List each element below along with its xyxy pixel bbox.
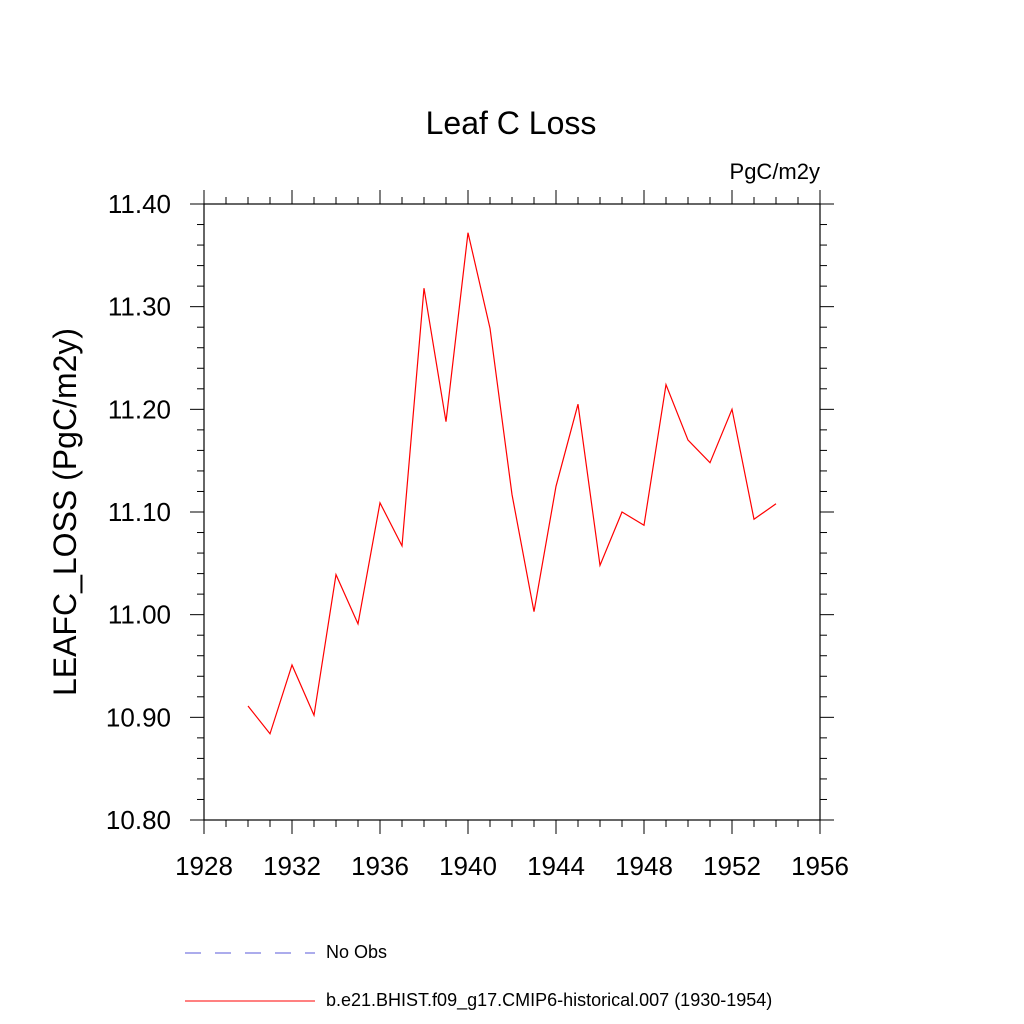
chart-title: Leaf C Loss — [426, 105, 597, 141]
y-tick-label: 11.40 — [108, 189, 171, 219]
y-tick-label: 10.90 — [106, 702, 171, 732]
y-tick-label: 10.80 — [106, 805, 171, 835]
x-tick-label: 1932 — [263, 851, 321, 881]
plot-frame — [203, 203, 821, 821]
x-tick-label: 1944 — [527, 851, 585, 881]
series-line — [247, 232, 777, 736]
units-label: PgC/m2y — [730, 159, 820, 184]
y-tick-label: 11.30 — [108, 292, 171, 322]
y-tick-label: 11.10 — [108, 497, 171, 527]
y-tick-label: 11.00 — [108, 600, 171, 630]
x-tick-label: 1936 — [351, 851, 409, 881]
x-tick-label: 1952 — [703, 851, 761, 881]
legend-label-model: b.e21.BHIST.f09_g17.CMIP6-historical.007… — [326, 990, 773, 1010]
x-tick-label: 1928 — [175, 851, 233, 881]
legend-label-no-obs: No Obs — [326, 942, 388, 962]
x-tick-label: 1948 — [615, 851, 673, 881]
x-tick-label: 1940 — [439, 851, 497, 881]
y-axis-label: LEAFC_LOSS (PgC/m2y) — [47, 328, 83, 696]
y-tick-label: 11.20 — [108, 394, 171, 424]
x-tick-label: 1956 — [791, 851, 849, 881]
